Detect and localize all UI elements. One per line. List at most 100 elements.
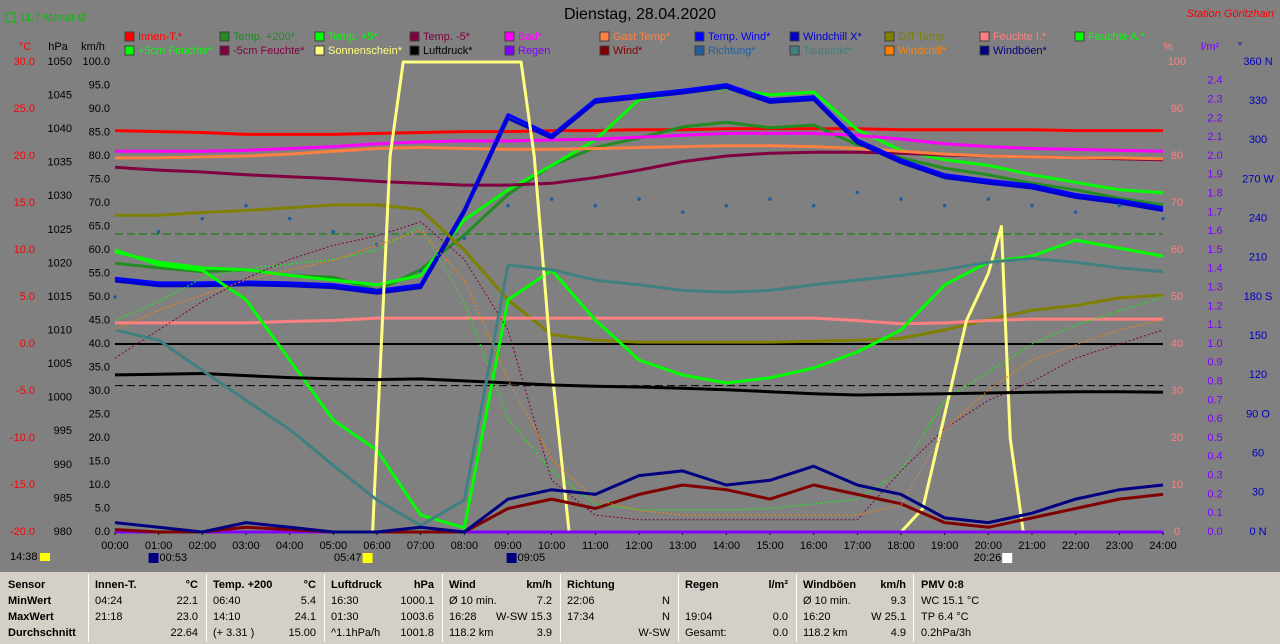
table-header: Sensor <box>8 579 46 591</box>
direction-point <box>200 216 205 221</box>
series-line <box>114 85 1164 295</box>
row-label: MaxWert <box>8 611 54 623</box>
direction-point <box>1030 203 1034 208</box>
y-tick-label: 10.0 <box>89 479 110 491</box>
y-tick-label: 30.0 <box>14 56 35 68</box>
row-label: MinWert <box>8 595 52 607</box>
series-line <box>114 127 1163 136</box>
y-tick-label: 2.2 <box>1207 112 1222 124</box>
direction-point <box>986 197 991 201</box>
x-tick-label: 19:00 <box>931 540 959 552</box>
axis-unit: km/h <box>81 41 105 53</box>
x-tick-label: 02:00 <box>189 540 217 552</box>
table-cell: 16:30 <box>331 595 359 607</box>
table-value: 0.0 <box>772 611 788 623</box>
legend-swatch <box>314 45 325 56</box>
y-tick-label: 35.0 <box>89 361 110 373</box>
event-time: 05:47 <box>334 552 362 564</box>
x-tick-label: 10:00 <box>538 540 566 552</box>
y-tick-label: 20.0 <box>14 150 35 162</box>
y-tick-label: 10.0 <box>14 244 35 256</box>
y-tick-label: 1010 <box>48 324 72 336</box>
y-tick-label: 20.0 <box>89 432 110 444</box>
direction-point <box>462 236 467 241</box>
column-separator <box>678 574 679 642</box>
y-tick-label: 0.9 <box>1207 357 1222 369</box>
y-tick-label: 1040 <box>48 123 72 135</box>
y-tick-label: 0.2 <box>1207 488 1222 500</box>
table-cell: (+ 3.31 ) <box>213 627 255 639</box>
legend-swatch <box>884 31 895 42</box>
y-tick-label: 2.0 <box>1207 150 1222 162</box>
x-tick-label: 03:00 <box>232 540 260 552</box>
y-tick-label: 0.5 <box>1207 432 1222 444</box>
table-cell: 21:18 <box>95 611 123 623</box>
y-tick-label: 300 <box>1249 134 1267 146</box>
y-tick-label: 60 <box>1171 244 1183 256</box>
y-tick-label: 2.1 <box>1207 131 1222 143</box>
y-tick-label: 1030 <box>48 190 72 202</box>
legend-swatch <box>219 45 230 56</box>
y-tick-label: 0.6 <box>1207 413 1222 425</box>
y-tick-label: 1005 <box>48 358 72 370</box>
legend-label: -5cm Feuchte* <box>233 45 305 57</box>
series-line <box>114 257 1164 527</box>
legend-swatch <box>219 31 230 42</box>
table-value: 3.9 <box>536 627 552 639</box>
y-tick-label: 990 <box>54 459 72 471</box>
time-marker: 14:38 <box>10 551 38 563</box>
y-tick-label: 1015 <box>48 291 72 303</box>
table-cell: Ø 10 min. <box>803 595 851 607</box>
mean-checkbox[interactable] <box>5 12 16 23</box>
y-tick-label: 360 N <box>1243 56 1272 68</box>
column-separator <box>560 574 561 642</box>
legend-label: Bad* <box>518 31 543 43</box>
x-tick-label: 12:00 <box>625 540 653 552</box>
row-label: Durchschnitt <box>8 627 76 639</box>
table-header: Richtung <box>567 579 615 591</box>
x-tick-label: 23:00 <box>1106 540 1134 552</box>
direction-point <box>942 203 947 208</box>
y-tick-label: 60.0 <box>89 244 110 256</box>
y-tick-label: 0 <box>1174 526 1180 538</box>
x-tick-label: 07:00 <box>407 540 435 552</box>
y-tick-label: 1045 <box>48 89 72 101</box>
y-tick-label: 1.7 <box>1207 206 1222 218</box>
y-tick-label: 0.7 <box>1207 394 1222 406</box>
direction-point <box>593 203 598 208</box>
table-unit: °C <box>303 579 316 591</box>
table-value: N <box>662 611 670 623</box>
y-tick-label: 210 <box>1249 252 1267 264</box>
y-tick-label: 1.3 <box>1207 282 1222 294</box>
table-unit: °C <box>185 579 198 591</box>
table-value: 5.4 <box>300 595 316 607</box>
table-cell: 19:04 <box>685 611 713 623</box>
y-tick-label: 1.5 <box>1207 244 1222 256</box>
y-tick-label: -5.0 <box>16 385 35 397</box>
legend-label: Taupunkt* <box>803 45 853 57</box>
table-value: 24.1 <box>294 611 316 623</box>
y-tick-label: 90.0 <box>89 103 110 115</box>
direction-point <box>113 295 117 299</box>
table-value: 1000.1 <box>400 595 434 607</box>
y-tick-label: 1.8 <box>1207 188 1222 200</box>
axis-unit: °C <box>19 41 31 53</box>
column-separator <box>88 574 89 642</box>
y-tick-label: 2.3 <box>1207 94 1222 106</box>
monthly-mean-label: 11.7 Monat-Ø <box>20 12 87 24</box>
legend-swatch <box>979 45 990 56</box>
y-tick-label: 20 <box>1171 432 1183 444</box>
x-tick-label: 20:00 <box>975 540 1003 552</box>
legend-label: Diff Temp. <box>898 31 947 43</box>
legend-swatch <box>124 31 135 42</box>
direction-point <box>1073 210 1078 214</box>
series-line <box>114 221 1164 521</box>
direction-point <box>899 197 903 201</box>
station-name: Station Göritzhain <box>1187 8 1274 20</box>
y-tick-label: 995 <box>54 425 72 437</box>
direction-point <box>418 269 423 273</box>
x-tick-label: 15:00 <box>756 540 784 552</box>
y-tick-label: 1020 <box>48 257 72 269</box>
y-tick-label: 0.0 <box>1207 526 1222 538</box>
x-tick-label: 18:00 <box>887 540 915 552</box>
